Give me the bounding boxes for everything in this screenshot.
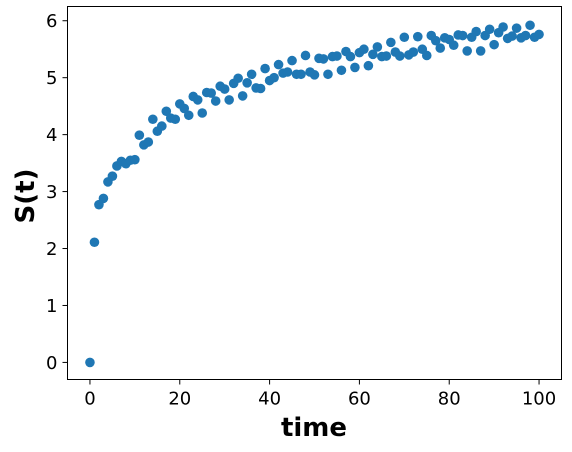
data-point [511, 23, 522, 33]
data-point [435, 43, 446, 53]
data-point [197, 108, 208, 118]
data-point [471, 26, 481, 37]
plot-frame [67, 6, 562, 380]
data-point [242, 78, 252, 88]
data-point [282, 67, 293, 77]
data-point [98, 193, 109, 204]
data-point [430, 35, 441, 46]
data-point [421, 50, 432, 61]
data-point [534, 29, 544, 40]
x-tick-label: 40 [258, 389, 281, 410]
data-point [412, 31, 423, 42]
y-tick-label: 6 [46, 11, 57, 32]
data-point [507, 31, 517, 41]
data-point [520, 30, 531, 41]
data-point [399, 32, 410, 43]
data-point [206, 88, 217, 98]
data-point [237, 91, 248, 101]
y-tick-label: 4 [46, 125, 57, 146]
data-point [489, 39, 499, 50]
data-point [130, 154, 140, 165]
data-point [148, 114, 158, 125]
data-point [192, 95, 203, 105]
data-point [183, 110, 194, 121]
x-tick-label: 0 [84, 389, 95, 410]
data-point [107, 171, 118, 181]
y-tick-label: 2 [46, 239, 57, 260]
y-tick-label: 0 [46, 353, 57, 374]
data-point [296, 69, 306, 80]
x-axis-ticks: 0 20 40 60 80 100 [84, 379, 556, 410]
x-axis-title: time [281, 413, 347, 443]
x-tick-label: 80 [438, 389, 461, 410]
data-point [336, 65, 347, 76]
data-point [246, 69, 257, 80]
data-point [300, 50, 311, 61]
x-tick-label: 60 [348, 389, 371, 410]
data-point [255, 83, 266, 94]
data-point [179, 103, 190, 114]
data-point [224, 95, 234, 105]
data-point [170, 114, 181, 125]
data-point [462, 46, 472, 56]
data-point [332, 51, 342, 61]
x-tick-label: 20 [168, 389, 191, 410]
data-point [363, 60, 374, 71]
data-point [89, 237, 100, 248]
data-point [372, 42, 383, 52]
data-point [408, 47, 419, 57]
data-point [318, 54, 329, 64]
data-point [210, 96, 221, 106]
data-point [85, 357, 95, 368]
data-point [323, 69, 333, 80]
data-point [273, 59, 284, 70]
y-tick-label: 3 [46, 182, 57, 203]
data-point [287, 55, 297, 66]
data-points [85, 20, 544, 368]
y-axis-title: S(t) [11, 169, 41, 224]
data-point [475, 46, 486, 56]
data-point [233, 73, 243, 84]
data-point [350, 62, 360, 73]
data-point [386, 37, 396, 48]
data-point [143, 137, 154, 147]
data-point [260, 63, 270, 74]
data-point [368, 49, 378, 60]
x-tick-label: 100 [522, 389, 556, 410]
data-point [448, 40, 459, 51]
data-point [157, 121, 167, 131]
data-point [525, 20, 535, 31]
y-tick-label: 1 [46, 296, 57, 317]
data-point [161, 106, 172, 117]
data-point [269, 72, 279, 83]
data-point [134, 130, 145, 140]
y-tick-label: 5 [46, 68, 57, 89]
y-axis-ticks: 0 1 2 3 4 5 6 [46, 11, 68, 374]
data-point [359, 44, 369, 55]
data-point [498, 22, 508, 32]
data-point [219, 84, 230, 94]
data-point [395, 51, 405, 61]
data-point [381, 51, 392, 61]
data-point [484, 24, 495, 35]
data-point [345, 51, 356, 62]
data-point [457, 30, 468, 41]
data-point [309, 70, 320, 80]
